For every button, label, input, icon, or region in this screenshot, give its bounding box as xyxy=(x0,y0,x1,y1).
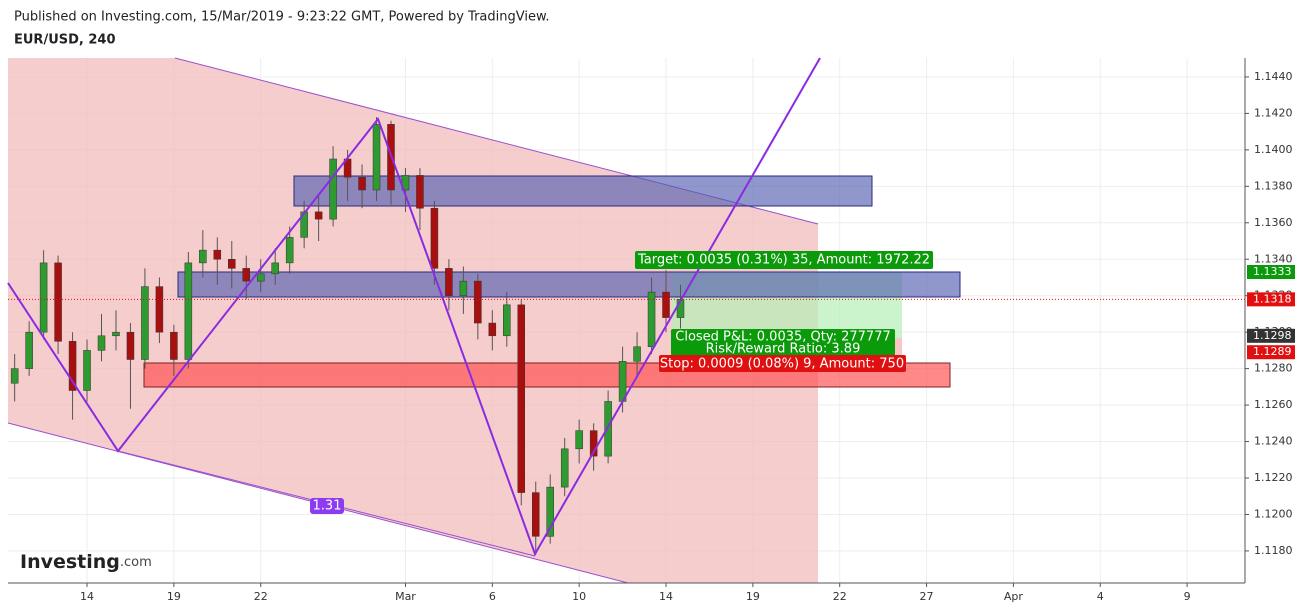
x-tick-label: 14 xyxy=(659,590,673,603)
ratio-label: 1.31 xyxy=(313,499,342,514)
price-label: 1.1289 xyxy=(1253,345,1292,358)
candle-body xyxy=(83,350,91,391)
candle-body xyxy=(662,291,670,318)
zone-box xyxy=(177,271,961,298)
pnl-badge xyxy=(671,329,895,356)
symbol-title: EUR/USD, 240 xyxy=(14,33,116,48)
x-tick-label: 27 xyxy=(920,590,934,603)
candle-body xyxy=(126,331,135,360)
x-tick-label: 19 xyxy=(167,590,181,603)
candle-body xyxy=(604,401,612,457)
candle-body xyxy=(68,341,77,391)
y-tick-label: 1.1400 xyxy=(1254,143,1293,156)
y-tick-label: 1.1380 xyxy=(1254,179,1293,192)
published-note: Published on Investing.com, 15/Mar/2019 … xyxy=(14,10,550,25)
candle-body xyxy=(271,262,279,275)
candle-body xyxy=(54,262,62,342)
candle-body xyxy=(199,249,207,264)
logo: Investing.com xyxy=(20,551,152,573)
pnl-label: Closed P&L: 0.0035, Qty: 277777 xyxy=(675,330,891,345)
price-badge xyxy=(1247,265,1295,280)
x-tick-label: 22 xyxy=(254,590,268,603)
price-label: 1.1333 xyxy=(1253,265,1292,278)
candle-body xyxy=(531,492,540,537)
x-tick-label: Mar xyxy=(395,590,416,603)
candle-body xyxy=(647,291,656,347)
candles xyxy=(10,117,685,555)
candle-body xyxy=(314,211,323,220)
x-tick-label: Apr xyxy=(1004,590,1024,603)
x-tick-label: 6 xyxy=(489,590,496,603)
candle-body xyxy=(242,268,251,282)
candle-body xyxy=(358,176,366,191)
target-label: Target: 0.0035 (0.31%) 35, Amount: 1972.… xyxy=(637,253,930,268)
candle-body xyxy=(430,207,439,269)
candle-body xyxy=(445,268,453,296)
candle-body xyxy=(459,280,468,296)
y-tick-label: 1.1260 xyxy=(1254,398,1293,411)
candle-body xyxy=(575,430,583,450)
candle-body xyxy=(141,286,149,360)
x-tick-label: 9 xyxy=(1184,590,1191,603)
y-tick-label: 1.1200 xyxy=(1254,507,1293,520)
y-tick-label: 1.1180 xyxy=(1254,544,1293,557)
price-label: 1.1318 xyxy=(1253,292,1292,305)
candle-body xyxy=(228,259,236,269)
candle-body xyxy=(285,237,294,264)
candle-body xyxy=(10,368,19,384)
x-tick-label: 19 xyxy=(746,590,760,603)
price-badge xyxy=(1247,345,1295,360)
y-tick-label: 1.1360 xyxy=(1254,216,1293,229)
logo-name: Investing xyxy=(20,551,120,573)
candle-body xyxy=(329,158,337,220)
zone-box xyxy=(293,175,873,207)
candle-body xyxy=(170,331,178,360)
candle-body xyxy=(25,331,33,369)
y-tick-label: 1.1340 xyxy=(1254,252,1293,265)
x-tick-label: 22 xyxy=(833,590,847,603)
stop-badge xyxy=(659,355,906,372)
candle-body xyxy=(112,331,120,337)
candle-body xyxy=(256,273,265,282)
y-tick-label: 1.1420 xyxy=(1254,106,1293,119)
candle-body xyxy=(503,304,511,337)
candle-body xyxy=(589,430,598,457)
candle-body xyxy=(633,346,641,362)
candle-body xyxy=(416,175,424,209)
target-badge xyxy=(635,251,933,269)
price-badge xyxy=(1247,328,1295,343)
candle-body xyxy=(372,124,381,191)
y-tick-label: 1.1220 xyxy=(1254,471,1293,484)
x-tick-label: 4 xyxy=(1097,590,1104,603)
candle-body xyxy=(97,335,106,351)
candle-body xyxy=(474,280,482,324)
y-tick-label: 1.1440 xyxy=(1254,70,1293,83)
candle-body xyxy=(560,448,569,488)
axes: 1.1180 1.1200 1.1220 1.1240 1.1260 1.1280 1.13… xyxy=(8,70,1295,603)
candle-body xyxy=(184,262,193,360)
price-label: 1.1298 xyxy=(1253,329,1292,342)
y-tick-label: 1.1280 xyxy=(1254,362,1293,375)
x-tick-label: 10 xyxy=(572,590,586,603)
y-tick-label: 1.1240 xyxy=(1254,435,1293,448)
candle-body xyxy=(155,286,164,333)
price-badge xyxy=(1247,292,1295,307)
risk-reward-label: Risk/Reward Ratio: 3.89 xyxy=(706,342,861,357)
candle-body xyxy=(517,304,526,493)
candle-body xyxy=(39,262,48,333)
candle-body xyxy=(488,322,497,337)
ratio-badge xyxy=(310,498,344,514)
zigzag-line xyxy=(7,57,821,557)
candle-body xyxy=(213,249,222,260)
stop-label: Stop: 0.0009 (0.08%) 9, Amount: 750 xyxy=(660,357,904,372)
logo-suffix: .com xyxy=(120,555,152,570)
candle-body xyxy=(546,486,554,537)
x-tick-label: 14 xyxy=(80,590,94,603)
